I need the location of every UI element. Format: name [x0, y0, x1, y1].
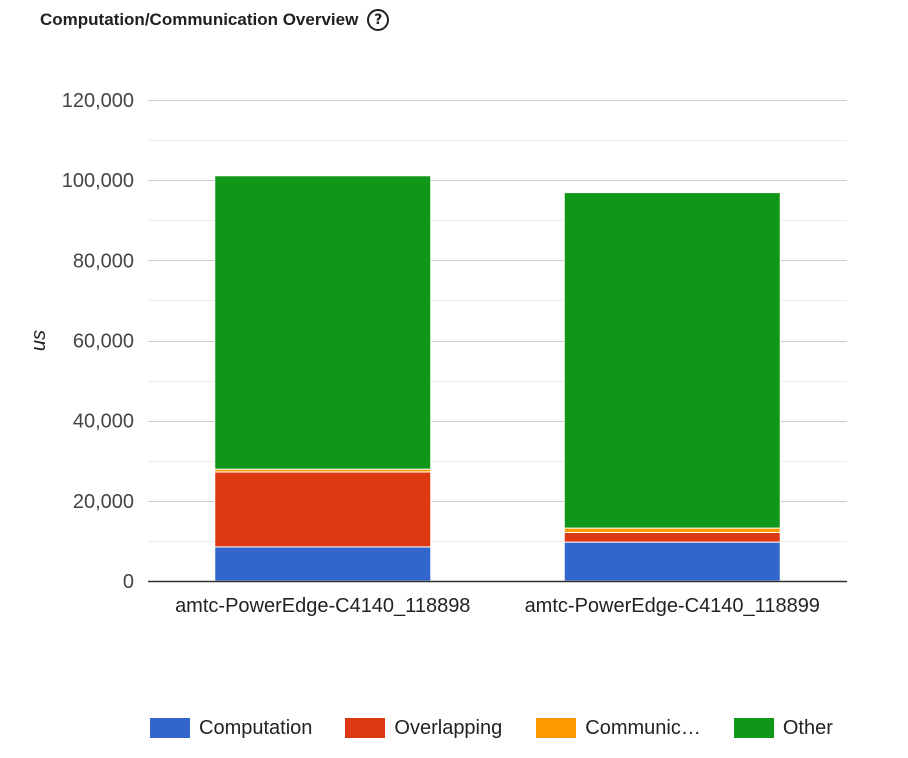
y-tick-labels: 0 20,000 40,000 60,000 80,000 100,000 120,000 [62, 90, 134, 593]
chart-header: Computation/Communication Overview ? [40, 6, 390, 34]
y-tick-label: 0 [123, 571, 134, 593]
legend-swatch [733, 718, 774, 738]
y-tick-label: 20,000 [73, 491, 134, 513]
bar-segment-computation[interactable] [214, 546, 432, 582]
bar-segment-other[interactable] [563, 192, 781, 529]
y-tick-label: 100,000 [62, 170, 134, 192]
x-tick-labels: amtc-PowerEdge-C4140_118898 amtc-PowerEdg… [175, 595, 820, 617]
bar-segment-computation[interactable] [563, 541, 781, 582]
bar-segment-overlapping[interactable] [563, 531, 781, 543]
legend-label: Communic… [585, 716, 701, 739]
legend-swatch [536, 718, 577, 738]
y-tick-label: 80,000 [73, 250, 134, 272]
y-tick-label: 40,000 [73, 411, 134, 433]
y-tick-label: 60,000 [73, 331, 134, 353]
legend-label: Other [782, 716, 833, 739]
bar-segment-overlapping[interactable] [214, 471, 432, 548]
bar-segment-communication[interactable] [563, 527, 781, 533]
chart-legend: Computation Overlapping Communic… Other [150, 716, 833, 740]
legend-label: Computation [199, 716, 313, 739]
x-tick-label: amtc-PowerEdge-C4140_118899 [525, 595, 820, 617]
bar-segment-other[interactable] [214, 175, 432, 470]
legend-item-communication[interactable]: Communic… [536, 716, 701, 740]
legend-swatch [150, 718, 190, 738]
legend-item-other[interactable]: Other [733, 716, 833, 740]
stacked-bar-chart: 020,00040,00060,00080,000100,000120,000 … [28, 90, 847, 617]
x-tick-label: amtc-PowerEdge-C4140_118898 [175, 595, 470, 617]
legend-swatch [345, 718, 386, 738]
chart-title: Computation/Communication Overview [40, 10, 359, 29]
legend-item-computation[interactable]: Computation [150, 716, 312, 740]
question-circle-icon[interactable]: ? [367, 9, 390, 31]
legend-item-overlapping[interactable]: Overlapping [345, 716, 502, 740]
y-axis-label: us [28, 330, 50, 351]
y-tick-label: 120,000 [62, 90, 134, 112]
bars [214, 175, 781, 582]
legend-label: Overlapping [394, 716, 503, 739]
